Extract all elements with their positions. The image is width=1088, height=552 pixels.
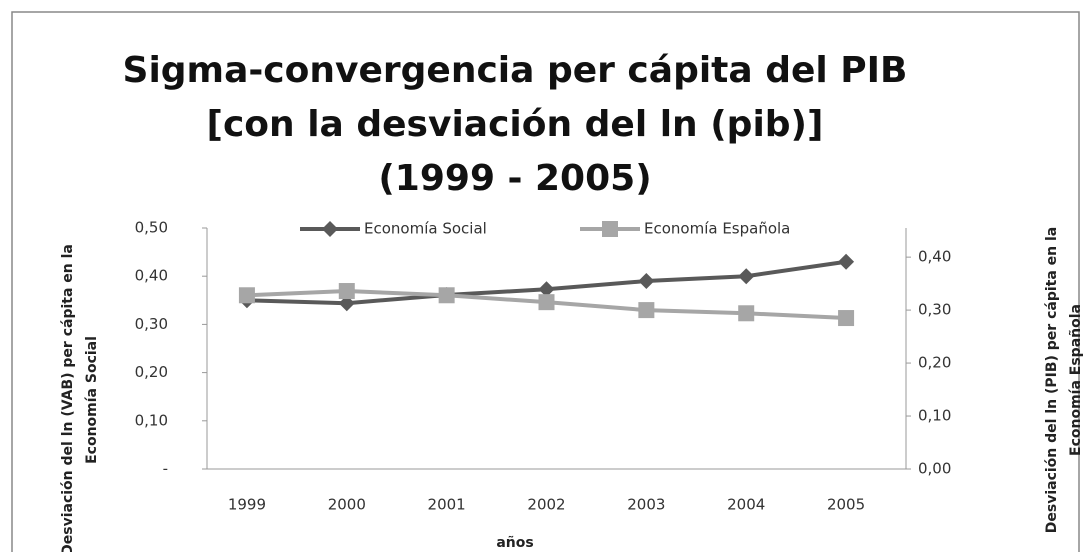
legend-label: Economía Social (364, 220, 487, 238)
x-tick-label: 2004 (727, 496, 765, 514)
y2-tick-label: 0,30 (918, 301, 951, 319)
point (838, 253, 855, 270)
point (738, 305, 755, 322)
y2-axis-label: Economía Española (1068, 304, 1084, 456)
y2-axis-label: Desviación del ln (PIB) per cápita en la (1044, 227, 1060, 533)
legend-marker (602, 221, 618, 237)
y-tick-label: 0,20 (135, 363, 168, 381)
point (738, 268, 755, 285)
y2-tick-label: 0,20 (918, 354, 951, 372)
point (438, 287, 455, 304)
legend-label: Economía Española (644, 220, 790, 238)
y2-tick-label: 0,00 (918, 460, 951, 478)
x-tick-label: 2003 (627, 496, 665, 514)
chart-title: [con la desviación del ln (pib)] (207, 104, 824, 145)
y-tick-label: 0,10 (135, 411, 168, 429)
x-tick-label: 1999 (228, 496, 266, 514)
legend-marker (322, 221, 338, 237)
point (338, 283, 355, 300)
y-axis-label: Desviación del ln (VAB) per cápita en la (60, 244, 76, 552)
point (638, 273, 655, 290)
point (538, 294, 555, 311)
point (638, 302, 655, 319)
y-tick-label: - (163, 460, 168, 478)
y2-tick-label: 0,10 (918, 407, 951, 425)
y2-tick-label: 0,40 (918, 248, 951, 266)
chart-title: Sigma-convergencia per cápita del PIB (123, 50, 908, 91)
x-axis-label: años (496, 535, 533, 551)
chart-frame (11, 11, 1080, 552)
y-tick-label: 0,30 (135, 315, 168, 333)
y-axis-label: Economía Social (84, 336, 100, 464)
point (538, 281, 555, 298)
x-tick-label: 2005 (827, 496, 865, 514)
y-tick-label: 0,50 (135, 219, 168, 237)
x-tick-label: 2002 (527, 496, 565, 514)
chart-title: (1999 - 2005) (378, 158, 651, 199)
y-tick-label: 0,40 (135, 267, 168, 285)
point (338, 295, 355, 312)
x-tick-label: 2000 (328, 496, 366, 514)
x-tick-label: 2001 (428, 496, 466, 514)
point (238, 287, 255, 304)
point (838, 310, 855, 327)
